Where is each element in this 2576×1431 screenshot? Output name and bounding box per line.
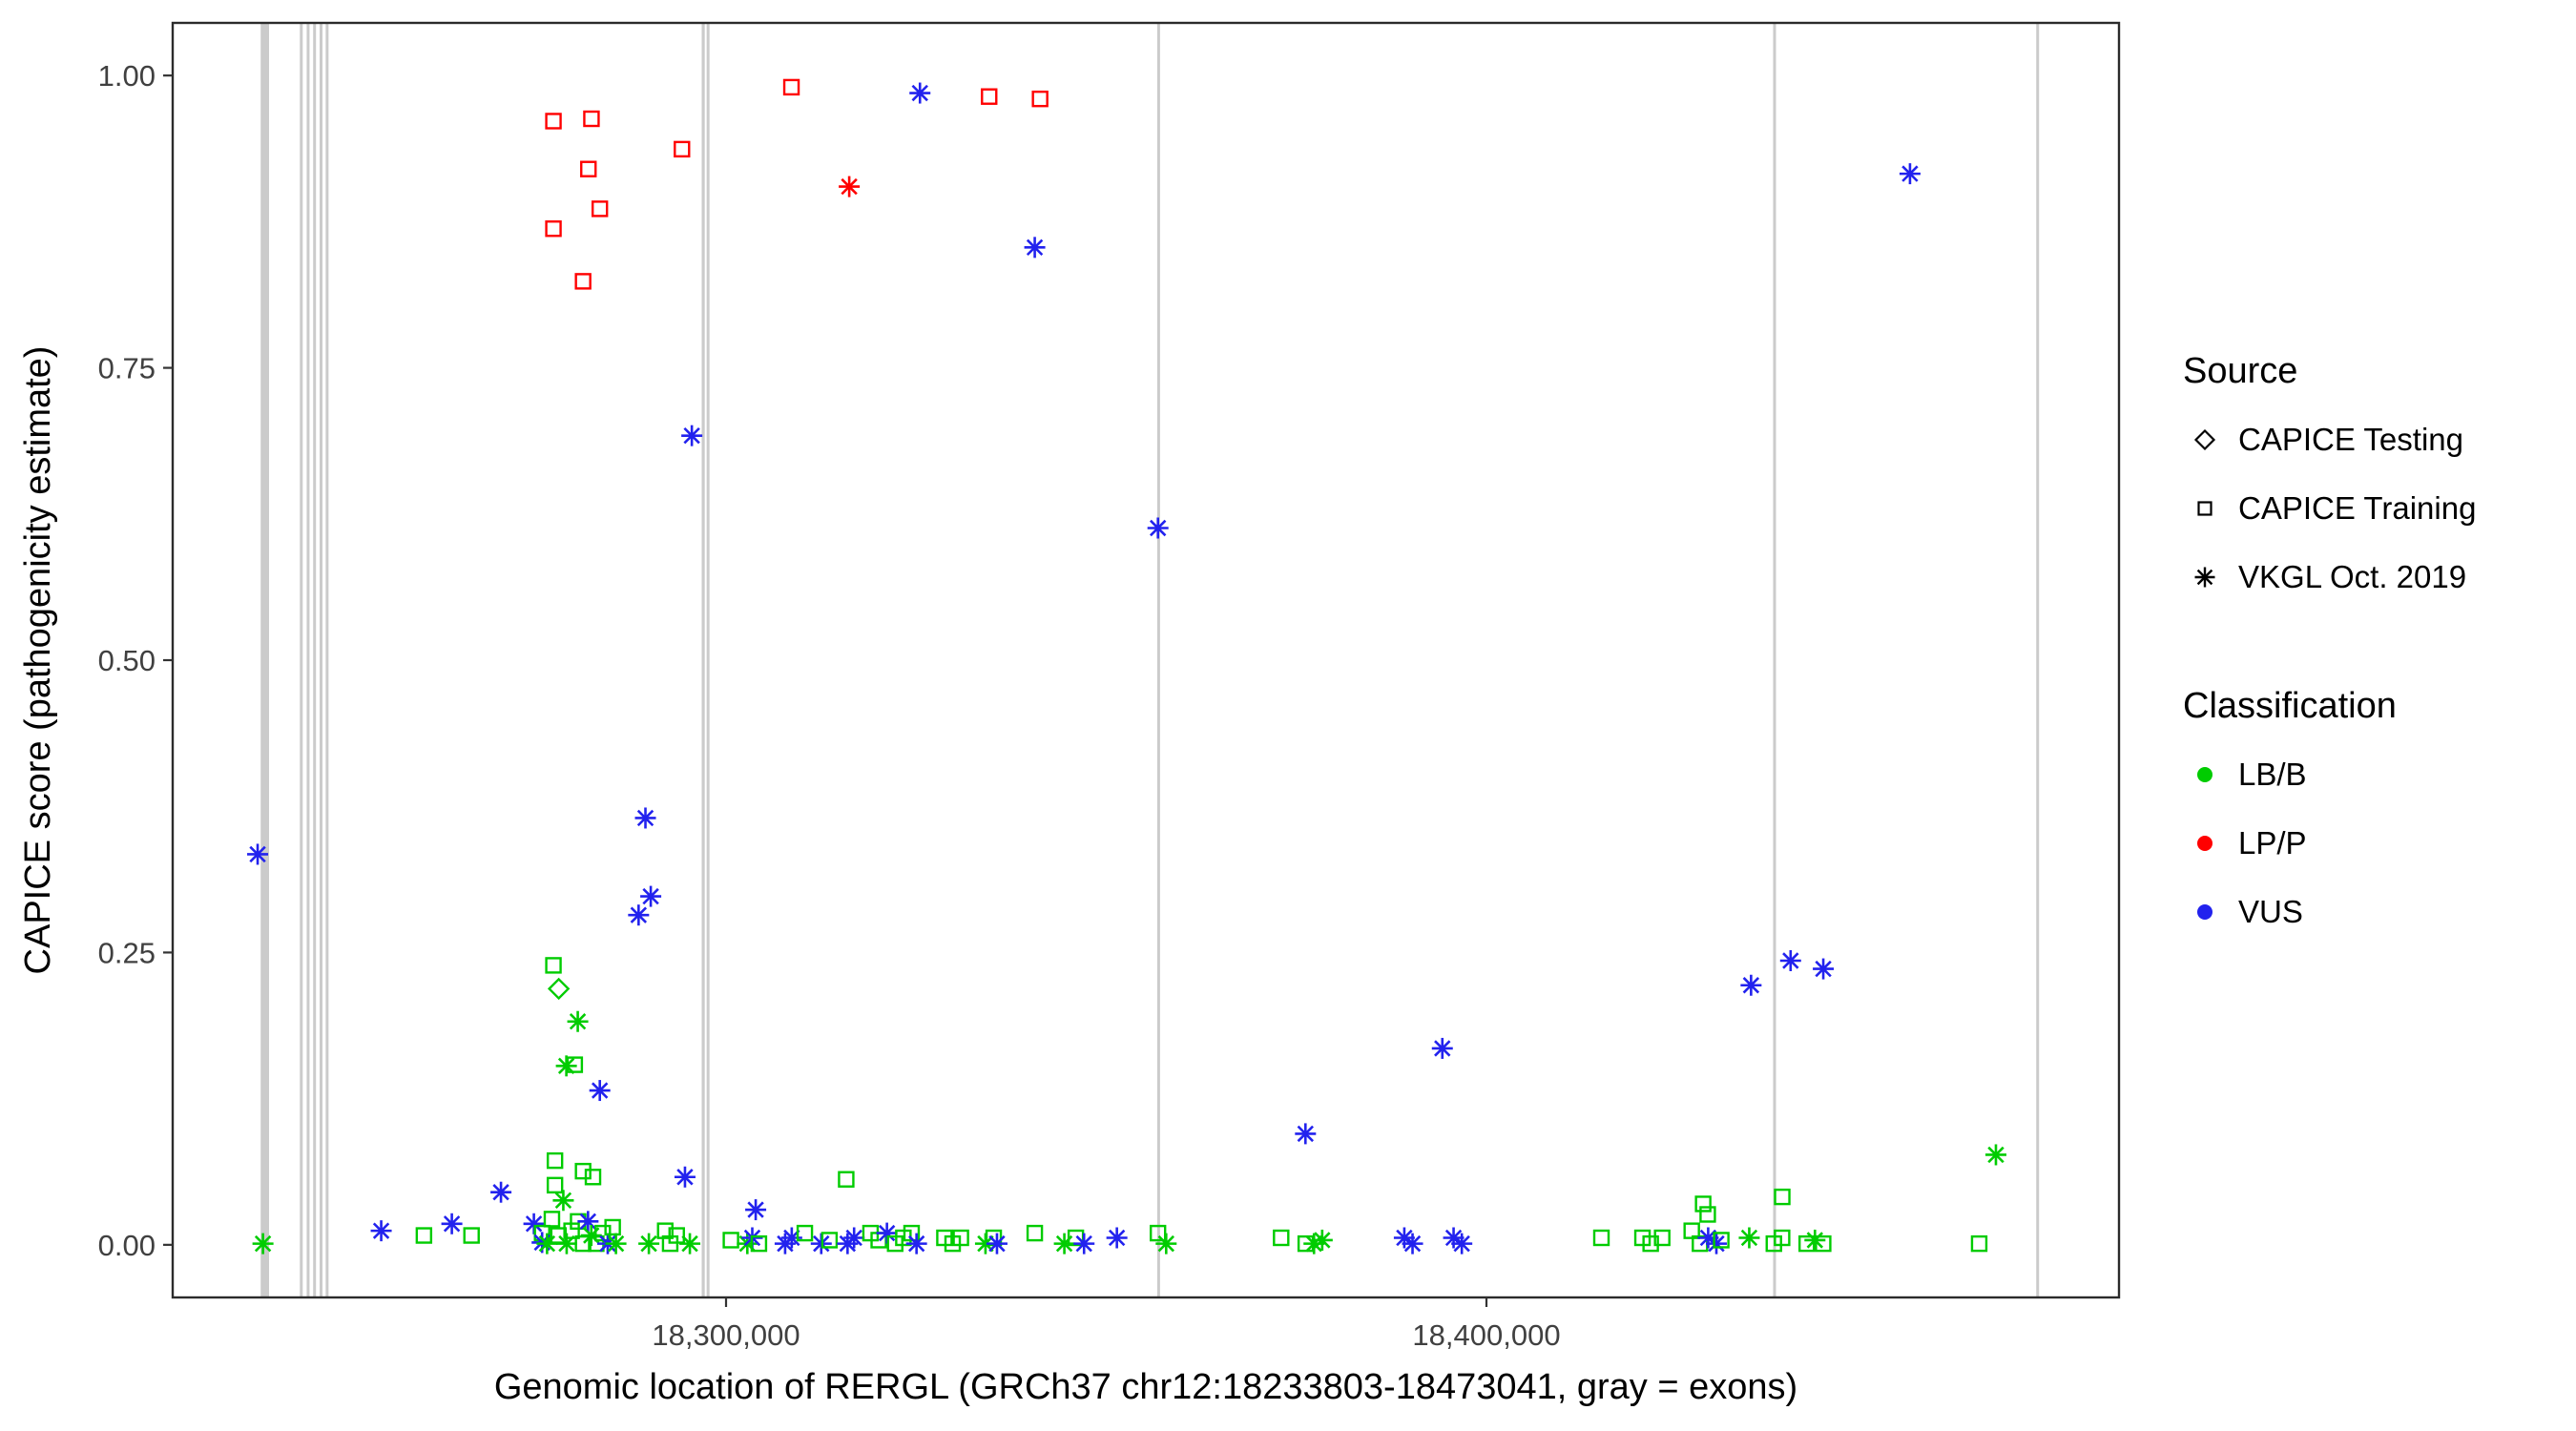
legend: Source CAPICE Testing CAPICE Training — [2183, 351, 2476, 946]
legend-item-vkgl: VKGL Oct. 2019 — [2183, 543, 2476, 612]
legend-label: CAPICE Training — [2238, 490, 2477, 526]
x-axis-title: Genomic location of RERGL (GRCh37 chr12:… — [494, 1367, 1797, 1407]
axes: 0.00 0.25 0.50 0.75 1.00 18,300,000 18,400,000 — [98, 21, 2121, 1352]
legend-title-source: Source — [2183, 351, 2298, 391]
svg-text:0.50: 0.50 — [98, 644, 156, 677]
asterisk-icon — [2194, 567, 2215, 588]
square-icon — [2197, 501, 2212, 516]
svg-text:0.25: 0.25 — [98, 936, 156, 969]
blue-dot-icon — [2197, 904, 2212, 920]
exon-regions — [260, 23, 2040, 1297]
legend-label: VKGL Oct. 2019 — [2238, 559, 2467, 594]
y-axis-title: CAPICE score (pathogenicity estimate) — [18, 346, 58, 975]
legend-label: CAPICE Testing — [2238, 422, 2463, 457]
data-points — [247, 78, 2006, 1255]
legend-item-capice-testing: CAPICE Testing — [2183, 405, 2476, 474]
svg-text:0.00: 0.00 — [98, 1229, 156, 1262]
legend-label: LP/P — [2238, 825, 2307, 861]
diamond-icon — [2193, 428, 2216, 451]
legend-item-lpp: LP/P — [2183, 809, 2476, 878]
svg-text:0.75: 0.75 — [98, 352, 156, 385]
svg-text:1.00: 1.00 — [98, 59, 156, 93]
legend-item-capice-training: CAPICE Training — [2183, 474, 2476, 543]
legend-title-classification: Classification — [2183, 686, 2397, 726]
legend-label: VUS — [2238, 894, 2303, 929]
svg-text:18,300,000: 18,300,000 — [652, 1318, 800, 1352]
legend-item-vus: VUS — [2183, 878, 2476, 946]
legend-item-lbb: LB/B — [2183, 740, 2476, 809]
legend-label: LB/B — [2238, 757, 2307, 792]
red-dot-icon — [2197, 836, 2212, 851]
green-dot-icon — [2197, 767, 2212, 782]
legend-group-classification: Classification LB/B LP/P VUS — [2183, 686, 2476, 946]
legend-group-source: Source CAPICE Testing CAPICE Training — [2183, 351, 2476, 612]
svg-text:18,400,000: 18,400,000 — [1412, 1318, 1560, 1352]
